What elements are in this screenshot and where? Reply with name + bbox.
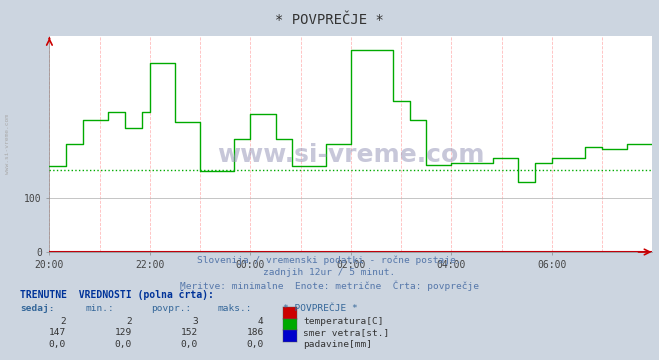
Text: Slovenija / vremenski podatki - ročne postaje.: Slovenija / vremenski podatki - ročne po… xyxy=(197,256,462,265)
Text: 0,0: 0,0 xyxy=(49,340,66,349)
Text: 0,0: 0,0 xyxy=(246,340,264,349)
Text: * POVPREČJE *: * POVPREČJE * xyxy=(275,13,384,27)
Text: www.si-vreme.com: www.si-vreme.com xyxy=(217,143,484,167)
Text: 129: 129 xyxy=(115,328,132,337)
Text: www.si-vreme.com: www.si-vreme.com xyxy=(5,114,11,174)
Text: 2: 2 xyxy=(126,317,132,326)
Text: maks.:: maks.: xyxy=(217,304,252,313)
Text: * POVPREČJE *: * POVPREČJE * xyxy=(283,304,358,313)
Text: 2: 2 xyxy=(60,317,66,326)
Text: sedaj:: sedaj: xyxy=(20,304,54,313)
Text: padavine[mm]: padavine[mm] xyxy=(303,340,372,349)
Text: smer vetra[st.]: smer vetra[st.] xyxy=(303,328,389,337)
Text: 4: 4 xyxy=(258,317,264,326)
Text: 152: 152 xyxy=(181,328,198,337)
Text: TRENUTNE  VREDNOSTI (polna črta):: TRENUTNE VREDNOSTI (polna črta): xyxy=(20,290,214,300)
Text: 3: 3 xyxy=(192,317,198,326)
Text: temperatura[C]: temperatura[C] xyxy=(303,317,384,326)
Text: Meritve: minimalne  Enote: metrične  Črta: povprečje: Meritve: minimalne Enote: metrične Črta:… xyxy=(180,281,479,291)
Text: 0,0: 0,0 xyxy=(115,340,132,349)
Text: 186: 186 xyxy=(246,328,264,337)
Text: zadnjih 12ur / 5 minut.: zadnjih 12ur / 5 minut. xyxy=(264,268,395,277)
Text: min.:: min.: xyxy=(86,304,115,313)
Text: 0,0: 0,0 xyxy=(181,340,198,349)
Text: 147: 147 xyxy=(49,328,66,337)
Text: povpr.:: povpr.: xyxy=(152,304,192,313)
